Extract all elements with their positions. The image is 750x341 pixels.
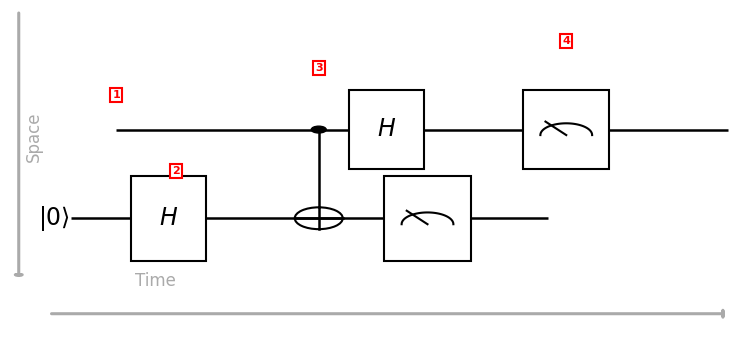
Text: 1: 1 — [112, 90, 120, 101]
FancyBboxPatch shape — [349, 90, 424, 169]
Text: Time: Time — [135, 272, 176, 290]
FancyBboxPatch shape — [131, 176, 206, 261]
FancyBboxPatch shape — [524, 90, 609, 169]
FancyBboxPatch shape — [384, 176, 471, 261]
Text: 3: 3 — [315, 63, 322, 73]
Circle shape — [311, 126, 326, 133]
Text: $H$: $H$ — [376, 118, 396, 141]
Text: 4: 4 — [562, 36, 570, 46]
Text: Space: Space — [25, 111, 43, 162]
Text: 2: 2 — [172, 165, 180, 176]
Text: $H$: $H$ — [159, 207, 178, 230]
Text: $|0\rangle$: $|0\rangle$ — [38, 204, 70, 233]
